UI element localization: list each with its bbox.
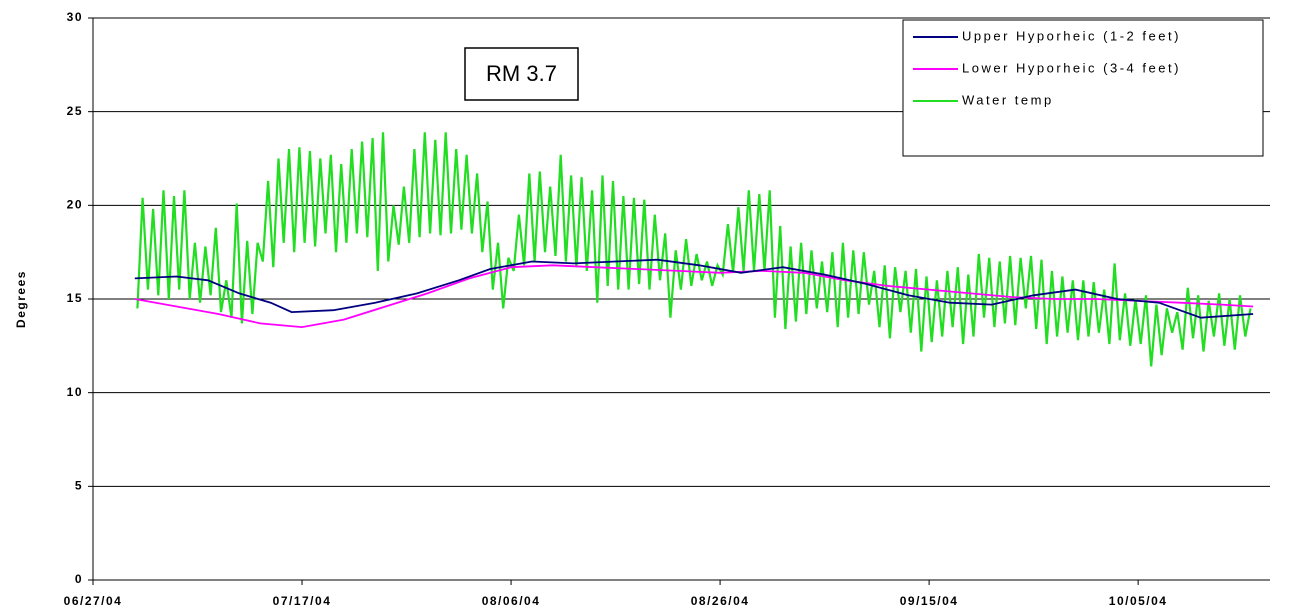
chart-title: RM 3.7 (486, 61, 557, 86)
legend-label: Upper Hyporheic (1-2 feet) (962, 28, 1181, 43)
y-tick-label: 0 (75, 572, 83, 586)
y-tick-label: 25 (67, 104, 83, 118)
y-tick-label: 30 (67, 10, 83, 24)
x-tick-label: 08/06/04 (482, 594, 541, 608)
data-line (134, 258, 1254, 319)
annotation-box (464, 47, 579, 101)
legend-label: Lower Hyporheic (3-4 feet) (962, 60, 1181, 75)
y-tick-label: 10 (67, 385, 83, 399)
y-tick-label: 15 (67, 291, 83, 305)
y-tick-label: 5 (75, 479, 83, 493)
x-tick-label: 07/17/04 (273, 594, 332, 608)
data-line (136, 132, 1252, 367)
data-line (134, 264, 1254, 329)
legend-label: Water temp (962, 92, 1054, 107)
x-tick-label: 08/26/04 (691, 594, 750, 608)
x-tick-label: 09/15/04 (900, 594, 959, 608)
y-axis-label: Degrees (14, 270, 28, 328)
y-tick-label: 20 (67, 198, 83, 212)
x-tick-label: 06/27/04 (64, 594, 123, 608)
x-tick-label: 10/05/04 (1109, 594, 1168, 608)
legend-box (902, 19, 1264, 157)
